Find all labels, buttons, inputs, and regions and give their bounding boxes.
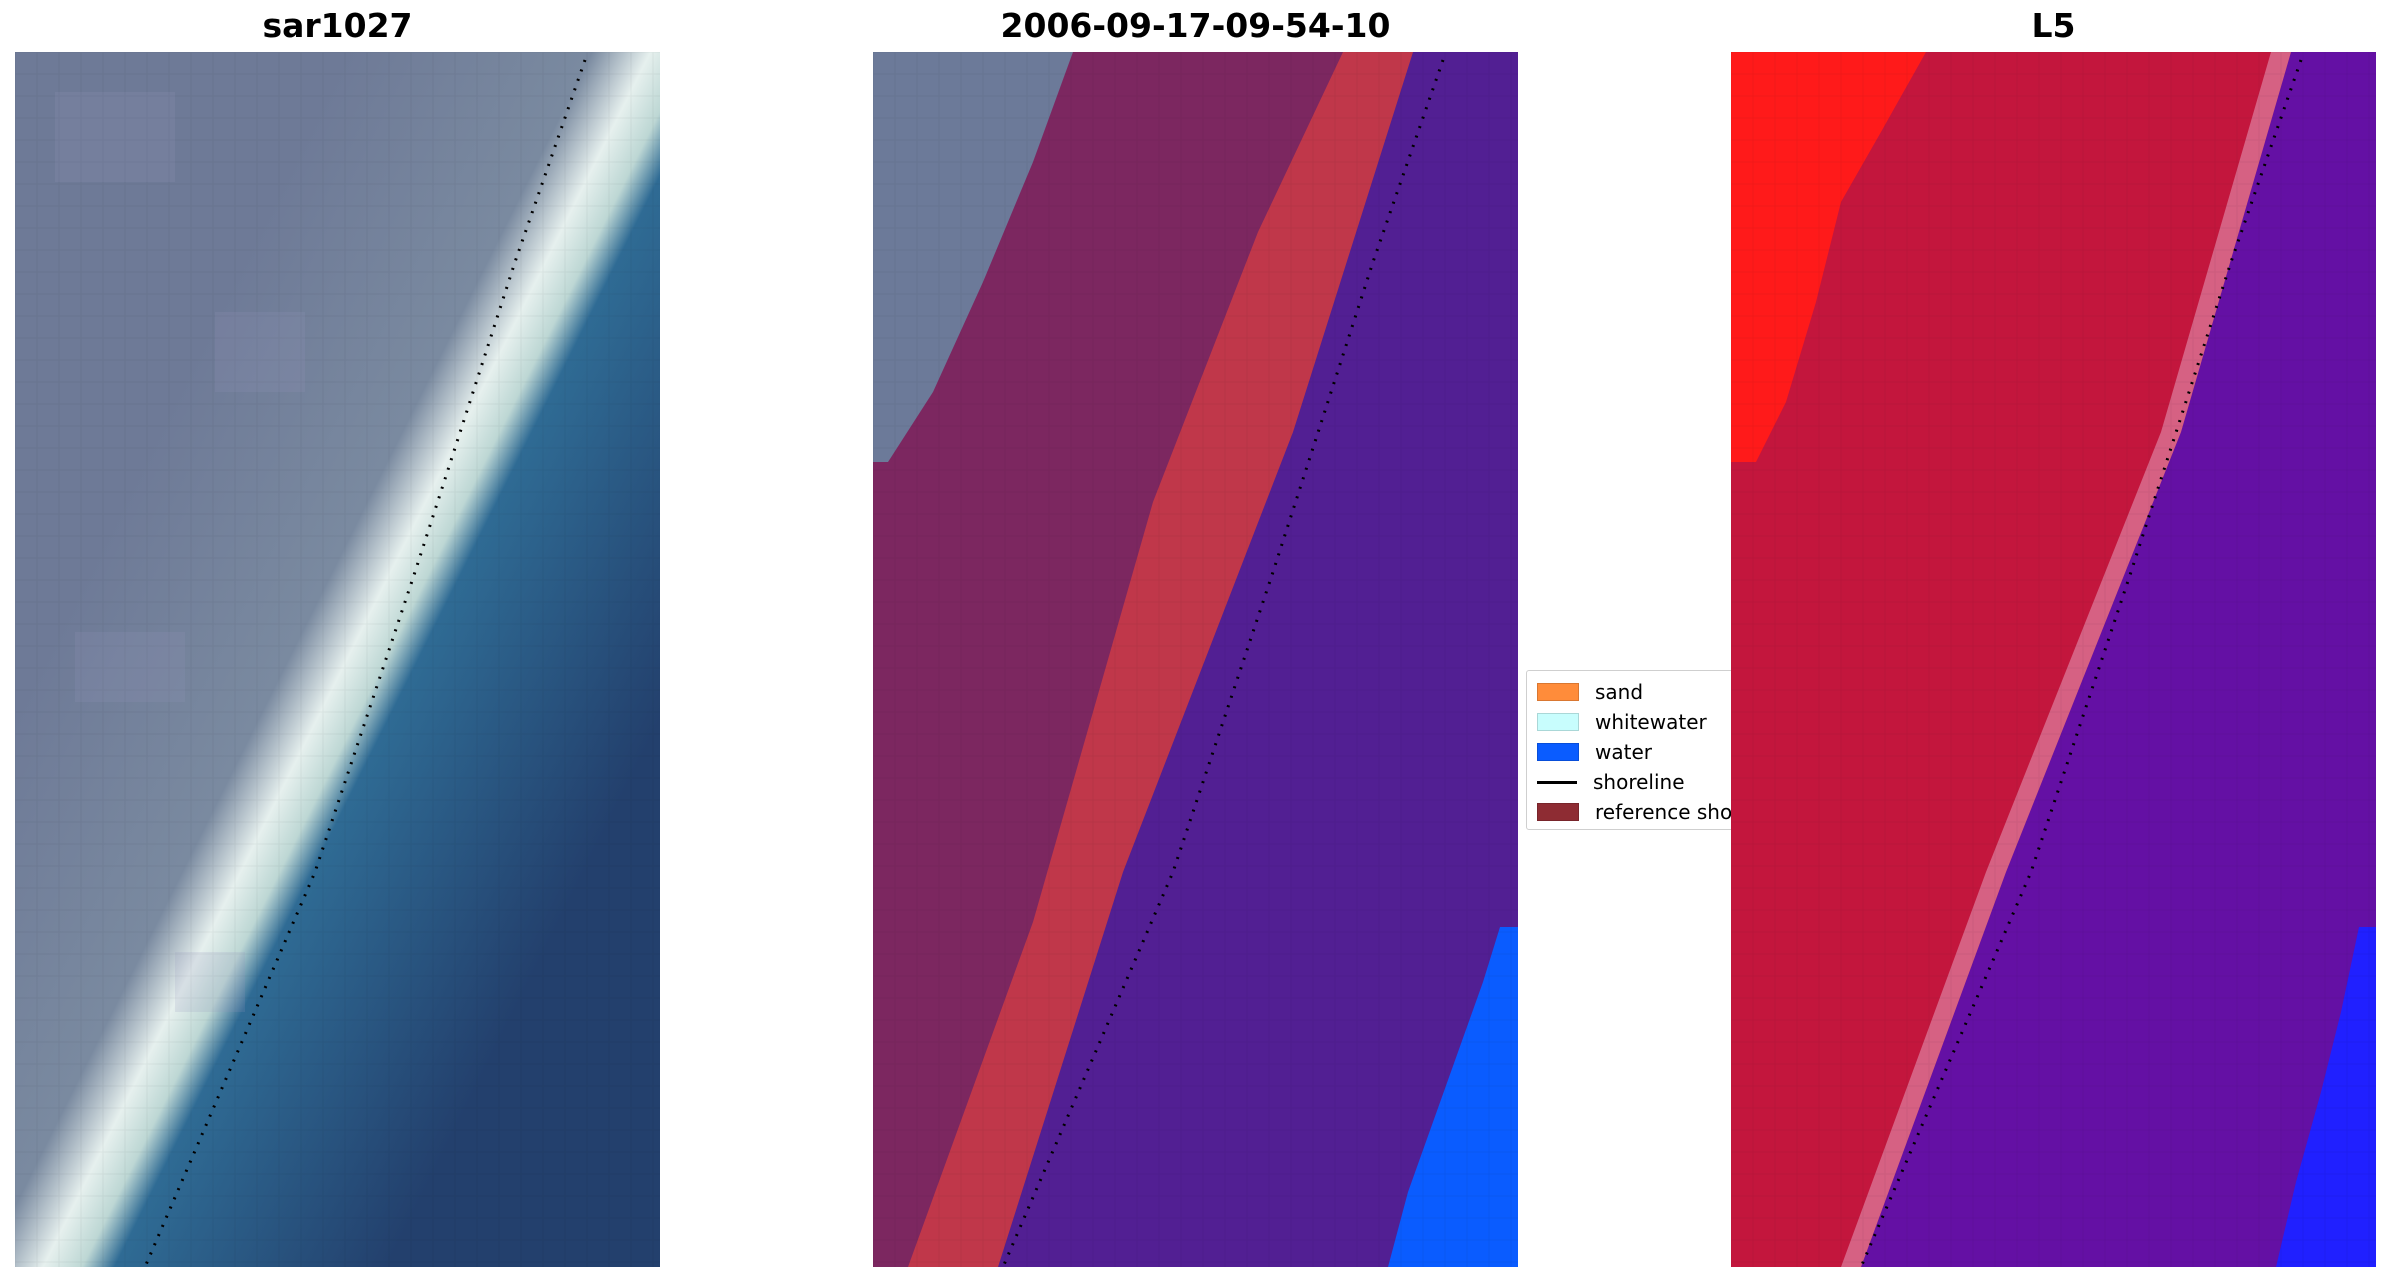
legend-label-reference-shoreline: reference shoreline [1595, 800, 1736, 824]
legend-item-water: water [1537, 737, 1725, 767]
legend-swatch-water [1537, 743, 1579, 761]
legend-item-shoreline: shoreline [1537, 767, 1725, 797]
legend-line-shoreline [1537, 780, 1577, 784]
legend: sand whitewater water shoreline referenc… [1526, 670, 1736, 830]
legend-swatch-whitewater [1537, 713, 1579, 731]
rgb-image-panel [15, 52, 660, 1267]
legend-label-whitewater: whitewater [1595, 710, 1707, 734]
legend-swatch-sand [1537, 683, 1579, 701]
legend-label-water: water [1595, 740, 1652, 764]
classified-image-panel [873, 52, 1518, 1267]
panel-title-infrared: L5 [2031, 6, 2076, 45]
panel-title-rgb: sar1027 [262, 6, 413, 45]
legend-swatch-reference-shoreline [1537, 803, 1579, 821]
panel-title-classified: 2006-09-17-09-54-10 [1000, 6, 1391, 45]
legend-item-sand: sand [1537, 677, 1725, 707]
legend-item-whitewater: whitewater [1537, 707, 1725, 737]
legend-label-shoreline: shoreline [1593, 770, 1685, 794]
legend-label-sand: sand [1595, 680, 1644, 704]
legend-item-reference-shoreline: reference shoreline [1537, 797, 1735, 827]
infrared-image-panel [1731, 52, 2376, 1267]
